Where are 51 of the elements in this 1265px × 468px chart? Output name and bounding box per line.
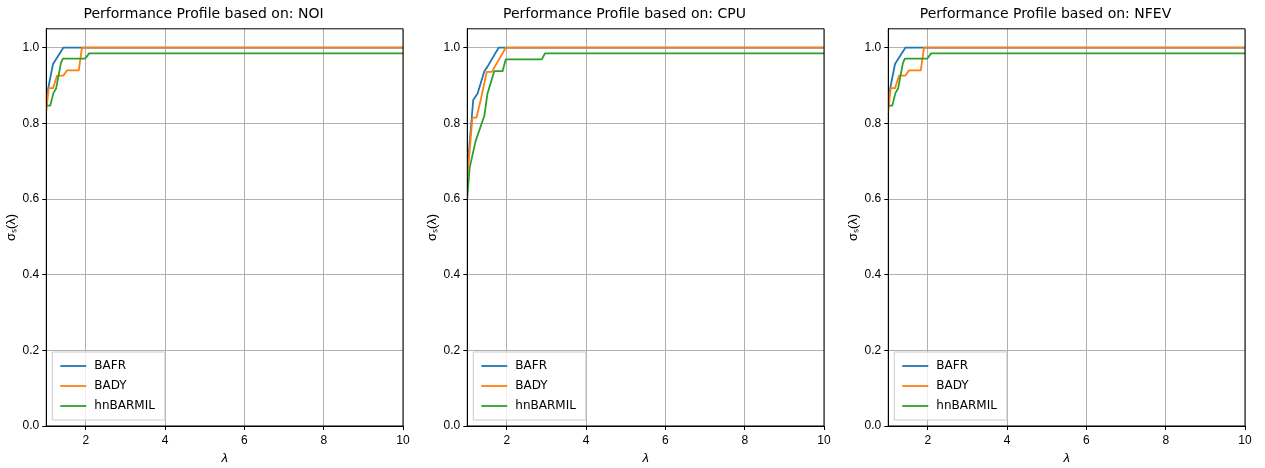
y-tick-label: 0.8 [443, 115, 461, 130]
y-tick-label: 0.6 [864, 191, 882, 206]
legend-label: BAFR [94, 358, 126, 373]
y-tick-label: 0.4 [443, 267, 461, 281]
y-tick-label: 0.4 [864, 267, 882, 281]
x-tick-label: 10 [1238, 432, 1252, 447]
legend-label: hnBARMIL [515, 398, 577, 413]
legend-label: BAFR [515, 358, 547, 373]
x-tick-label: 4 [161, 432, 169, 447]
chart-title: Performance Profile based on: CPU [503, 5, 746, 22]
x-tick-label: 6 [241, 432, 249, 447]
x-tick-label: 2 [82, 432, 90, 447]
y-tick-label: 1.0 [443, 40, 461, 55]
x-axis-title: λ [220, 449, 228, 465]
y-tick-label: 0.2 [864, 342, 882, 357]
y-tick-label: 0.6 [443, 191, 461, 206]
x-tick-label: 2 [924, 432, 932, 447]
y-tick-label: 0.4 [22, 267, 40, 281]
x-tick-label: 4 [1003, 432, 1011, 447]
x-tick-label: 4 [582, 432, 590, 447]
y-tick-label: 0.2 [22, 342, 40, 357]
x-tick-label: 10 [817, 432, 831, 447]
y-tick-label: 0.8 [22, 115, 40, 130]
y-axis-title: σₛ(λ) [845, 213, 861, 241]
legend-label: BADY [936, 378, 970, 393]
chart-title: Performance Profile based on: NOI [83, 5, 324, 22]
legend-label: BADY [515, 378, 549, 393]
y-tick-label: 1.0 [22, 40, 40, 55]
x-tick-label: 10 [396, 432, 410, 447]
x-tick-label: 2 [503, 432, 511, 447]
y-tick-label: 0.2 [443, 342, 461, 357]
y-tick-label: 0.6 [22, 191, 40, 206]
legend-label: hnBARMIL [936, 398, 998, 413]
x-tick-label: 6 [1083, 432, 1091, 447]
y-tick-label: 0.0 [22, 418, 40, 433]
legend-label: hnBARMIL [94, 398, 156, 413]
y-tick-label: 0.0 [864, 418, 882, 433]
legend-label: BADY [94, 378, 128, 393]
x-tick-label: 6 [662, 432, 670, 447]
x-tick-label: 8 [1162, 432, 1170, 447]
x-tick-label: 8 [320, 432, 328, 447]
x-tick-label: 8 [741, 432, 749, 447]
x-axis-title: λ [1062, 449, 1070, 465]
y-tick-label: 0.0 [443, 418, 461, 433]
chart-title: Performance Profile based on: NFEV [919, 5, 1172, 22]
y-axis-title: σₛ(λ) [3, 213, 19, 241]
x-axis-title: λ [641, 449, 649, 465]
y-tick-label: 1.0 [864, 40, 882, 55]
y-tick-label: 0.8 [864, 115, 882, 130]
legend-label: BAFR [936, 358, 968, 373]
y-axis-title: σₛ(λ) [424, 213, 440, 241]
